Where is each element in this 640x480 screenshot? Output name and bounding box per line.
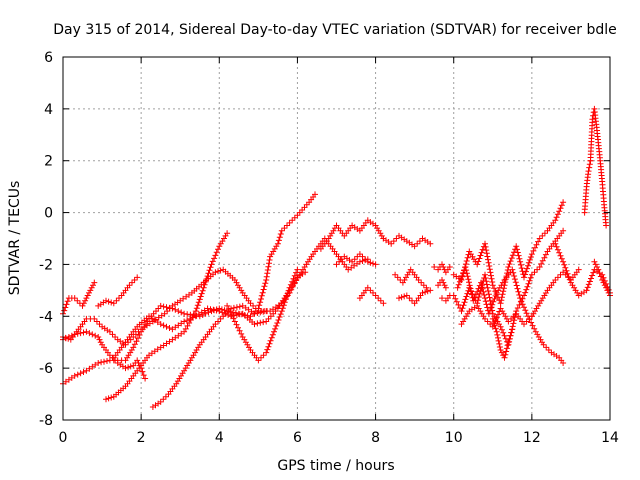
series-s6 xyxy=(103,230,231,403)
x-tick-label: 10 xyxy=(445,430,463,446)
chart-title: Day 315 of 2014, Sidereal Day-to-day VTE… xyxy=(53,22,617,38)
series-s10 xyxy=(317,217,387,252)
y-tick-label: -6 xyxy=(39,361,53,377)
x-tick-label: 4 xyxy=(215,430,224,446)
series-s7 xyxy=(110,235,371,361)
x-tick-label: 14 xyxy=(601,430,619,446)
series-s8 xyxy=(149,302,270,410)
series-s27 xyxy=(581,157,594,216)
y-tick-label: 6 xyxy=(44,50,53,66)
x-tick-label: 2 xyxy=(137,430,146,446)
series-s9 xyxy=(224,266,301,364)
axis-ticks: 0 2 4 6 8 10 12 14 -8 -6 -4 -2 0 2 4 6 xyxy=(39,50,619,446)
series-s14 xyxy=(392,266,430,291)
series-s28 xyxy=(591,258,613,299)
x-axis-label: GPS time / hours xyxy=(277,458,394,474)
y-tick-label: -2 xyxy=(39,257,53,273)
series-s1 xyxy=(60,279,98,317)
series-s19 xyxy=(450,199,567,307)
series-s15 xyxy=(396,287,434,307)
series-s16 xyxy=(431,261,453,276)
x-tick-label: 8 xyxy=(371,430,380,446)
data-points xyxy=(60,105,613,410)
series-s23 xyxy=(489,315,516,361)
series-s21 xyxy=(454,264,567,366)
y-tick-label: -8 xyxy=(39,413,53,429)
series-s22 xyxy=(458,302,535,330)
x-tick-label: 12 xyxy=(523,430,541,446)
series-s5 xyxy=(95,274,141,309)
y-tick-label: 0 xyxy=(44,206,53,222)
series-s11 xyxy=(333,251,379,268)
y-axis-label: SDTVAR / TECUs xyxy=(7,181,23,296)
x-tick-label: 0 xyxy=(59,430,68,446)
series-s13 xyxy=(380,232,434,250)
series-s18 xyxy=(439,292,453,304)
y-tick-label: -4 xyxy=(39,309,53,325)
series-s17 xyxy=(435,277,449,291)
series-s12 xyxy=(356,284,387,307)
grid xyxy=(63,57,610,420)
y-tick-label: 4 xyxy=(44,102,53,118)
series-s25 xyxy=(552,240,613,299)
series-s24 xyxy=(528,266,582,320)
y-tick-label: 2 xyxy=(44,154,53,170)
x-tick-label: 6 xyxy=(293,430,302,446)
plot-frame xyxy=(62,56,611,421)
